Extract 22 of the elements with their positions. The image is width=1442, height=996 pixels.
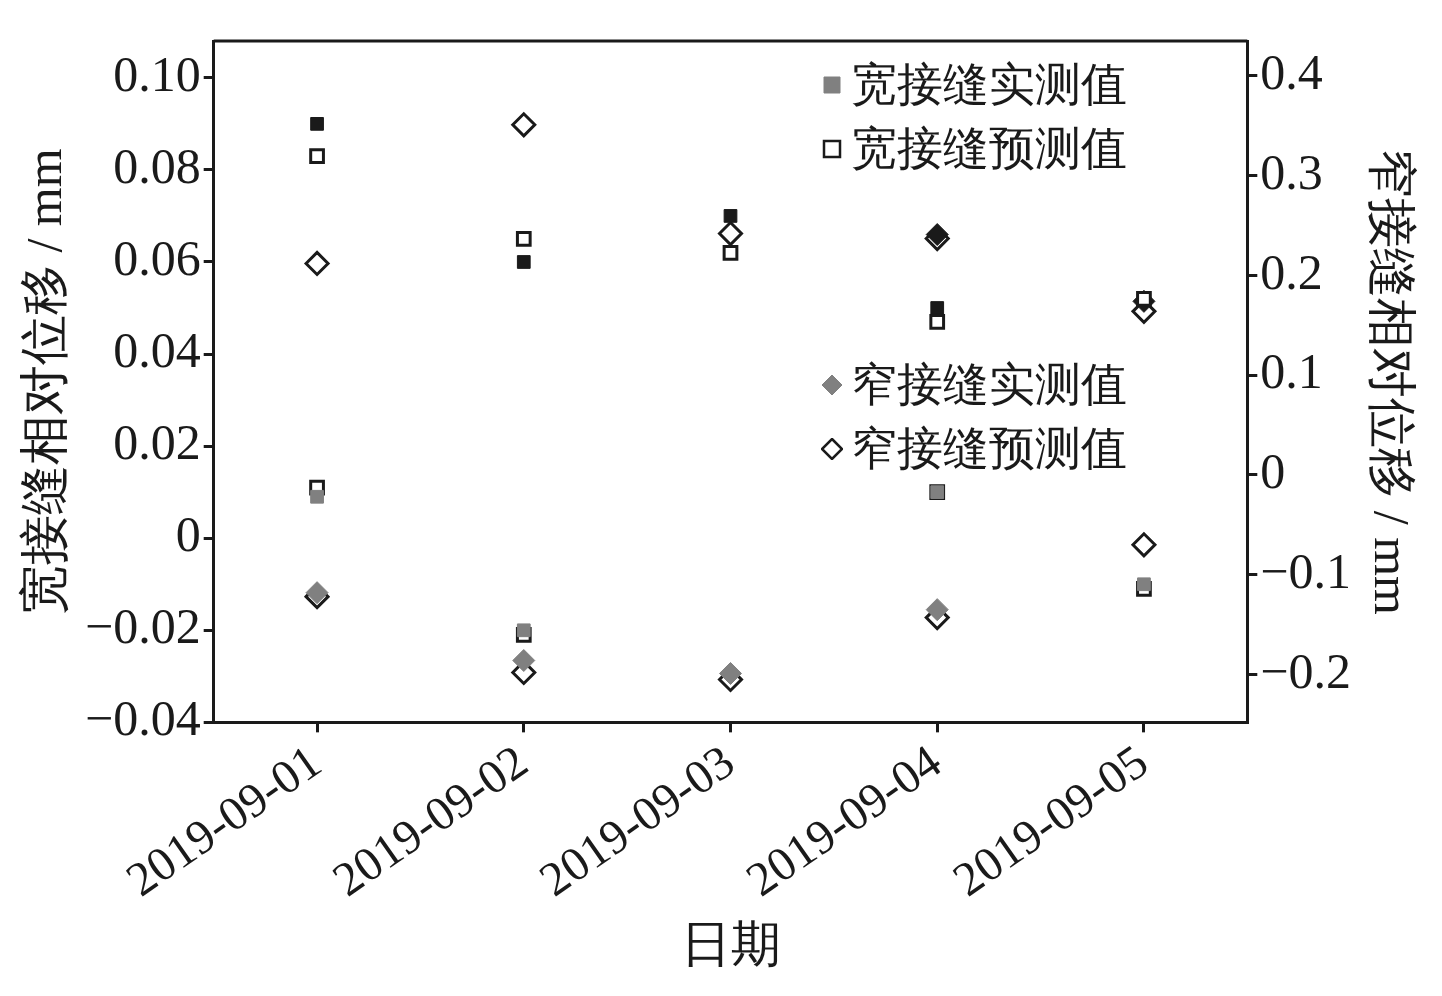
y2-tick-label: −0.1 bbox=[1260, 542, 1351, 599]
x-axis-title: 日期 bbox=[680, 916, 781, 973]
y-tick-label: 0.10 bbox=[113, 45, 201, 102]
y2-tick-label: 0 bbox=[1260, 443, 1286, 500]
y2-tick-label: −0.2 bbox=[1260, 642, 1351, 699]
legend-label: 宽接缝实测值 bbox=[851, 58, 1128, 112]
y-tick-label: 0.06 bbox=[113, 230, 201, 287]
y-tick-label: −0.04 bbox=[85, 690, 201, 747]
y2-tick-label: 0.2 bbox=[1260, 243, 1323, 300]
legend-label: 窄接缝预测值 bbox=[851, 421, 1128, 476]
y2-tick-label: 0.4 bbox=[1260, 44, 1323, 101]
legend-label: 宽接缝预测值 bbox=[851, 122, 1128, 176]
y-tick-label: −0.02 bbox=[85, 598, 201, 655]
y-tick-label: 0.04 bbox=[113, 322, 201, 379]
y-tick-label: 0 bbox=[175, 506, 201, 563]
legend-label: 窄接缝实测值 bbox=[851, 357, 1128, 412]
y2-axis-title: 窄接缝相对位移 / mm bbox=[1363, 148, 1420, 616]
y2-tick-label: 0.3 bbox=[1260, 143, 1323, 200]
y-tick-label: 0.08 bbox=[113, 138, 201, 195]
y2-tick-label: 0.1 bbox=[1260, 343, 1323, 400]
y-axis-title: 宽接缝相对位移 / mm bbox=[16, 148, 73, 616]
y-tick-label: 0.02 bbox=[113, 414, 201, 471]
